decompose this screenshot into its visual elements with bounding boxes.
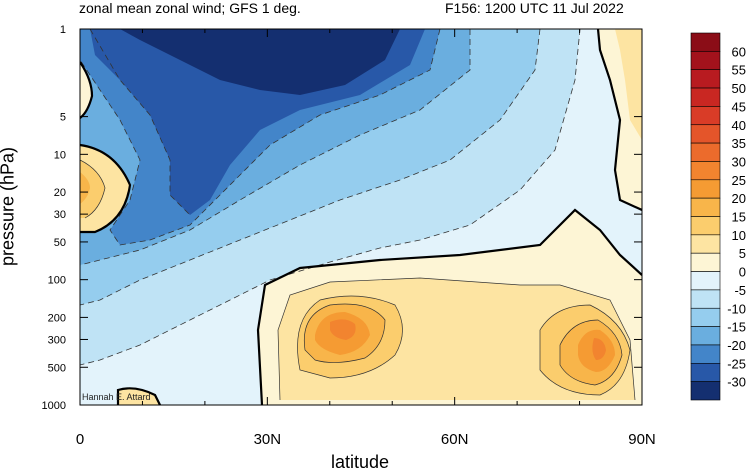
y-tick-label: 1 <box>60 24 66 36</box>
x-tick-label: 0 <box>76 431 84 448</box>
colorbar-label: 0 <box>739 265 746 280</box>
trop-westerly-15 <box>304 304 622 385</box>
y-tick-label: 100 <box>48 275 66 287</box>
y-tick-label: 500 <box>48 362 66 374</box>
thin-contours <box>80 159 636 401</box>
colorbar-swatch <box>690 381 721 401</box>
colorbar-label: 10 <box>732 228 746 243</box>
zero-contours <box>80 29 642 405</box>
y-tick-label: 1000 <box>42 400 66 412</box>
forecast-time-label: F156: 1200 UTC 11 Jul 2022 <box>445 0 624 16</box>
equatorial-westerly-inner <box>80 160 105 218</box>
colorbar-swatch <box>690 161 721 181</box>
contour-plot <box>80 29 642 405</box>
author-credit: Hannah E. Attard <box>82 392 151 402</box>
colorbar-label: -10 <box>727 301 746 316</box>
polar-strip-inner <box>615 29 642 140</box>
colorbar-swatch <box>690 307 721 327</box>
colorbar-label: -25 <box>727 356 746 371</box>
x-tick-label: 30N <box>254 431 282 448</box>
colorbar: 605550454035302520151050-5-10-15-20-25-3… <box>690 32 746 401</box>
colorbar-swatch <box>690 179 721 199</box>
y-tick-label: 200 <box>48 312 66 324</box>
colorbar-swatch <box>690 106 721 126</box>
x-axis-label: latitude <box>330 452 390 472</box>
equatorial-westerly-core <box>80 172 90 204</box>
trop-westerly-20 <box>315 312 615 372</box>
colorbar-label: 5 <box>739 246 746 261</box>
x-tick-label: 90N <box>628 431 656 448</box>
colorbar-label: 30 <box>732 154 746 169</box>
colorbar-swatch <box>690 326 721 346</box>
y-tick-label: 10 <box>54 149 66 161</box>
colorbar-swatch <box>690 69 721 89</box>
colorbar-label: -15 <box>727 320 746 335</box>
colorbar-swatch <box>690 197 721 217</box>
colorbar-swatch <box>690 51 721 70</box>
colorbar-label: 45 <box>732 99 746 114</box>
y-tick-label: 50 <box>54 237 66 249</box>
colorbar-swatch <box>690 344 721 364</box>
colorbar-swatch <box>690 252 721 272</box>
x-tick-label: 60N <box>441 431 469 448</box>
dashed-contours <box>80 29 581 366</box>
colorbar-label: -30 <box>727 375 746 390</box>
colorbar-swatch <box>690 234 721 254</box>
colorbar-label: 50 <box>732 81 746 96</box>
chart-title: zonal mean zonal wind; GFS 1 deg. <box>79 0 301 16</box>
surface-patch <box>118 388 160 405</box>
plot-frame <box>79 28 643 406</box>
colorbar-label: 60 <box>732 44 746 59</box>
colorbar-swatch <box>690 271 721 291</box>
colorbar-label: 15 <box>732 210 746 225</box>
colorbar-swatch <box>690 216 721 236</box>
y-axis: 1 5 10 20 30 50 100 200 300 500 1000 <box>42 24 642 412</box>
colorbar-label: 20 <box>732 191 746 206</box>
colorbar-label: 35 <box>732 136 746 151</box>
x-axis: 0 30N 60N 90N <box>76 29 656 448</box>
colorbar-swatch <box>690 362 721 382</box>
colorbar-swatch <box>690 32 721 52</box>
colorbar-swatch <box>690 142 721 162</box>
colorbar-label: -20 <box>727 338 746 353</box>
colorbar-label: -5 <box>734 283 746 298</box>
colorbar-label: 40 <box>732 118 746 133</box>
contour-fill-core <box>120 29 400 95</box>
y-tick-label: 20 <box>54 187 66 199</box>
colorbar-label: 25 <box>732 173 746 188</box>
y-tick-label: 5 <box>60 112 66 124</box>
colorbar-swatch <box>690 124 721 144</box>
colorbar-swatch <box>690 289 721 309</box>
y-axis-label: pressure (hPa) <box>0 146 18 267</box>
colorbar-label: 55 <box>732 63 746 78</box>
y-tick-label: 300 <box>48 334 66 346</box>
colorbar-swatch <box>690 87 721 107</box>
y-tick-label: 30 <box>54 209 66 221</box>
